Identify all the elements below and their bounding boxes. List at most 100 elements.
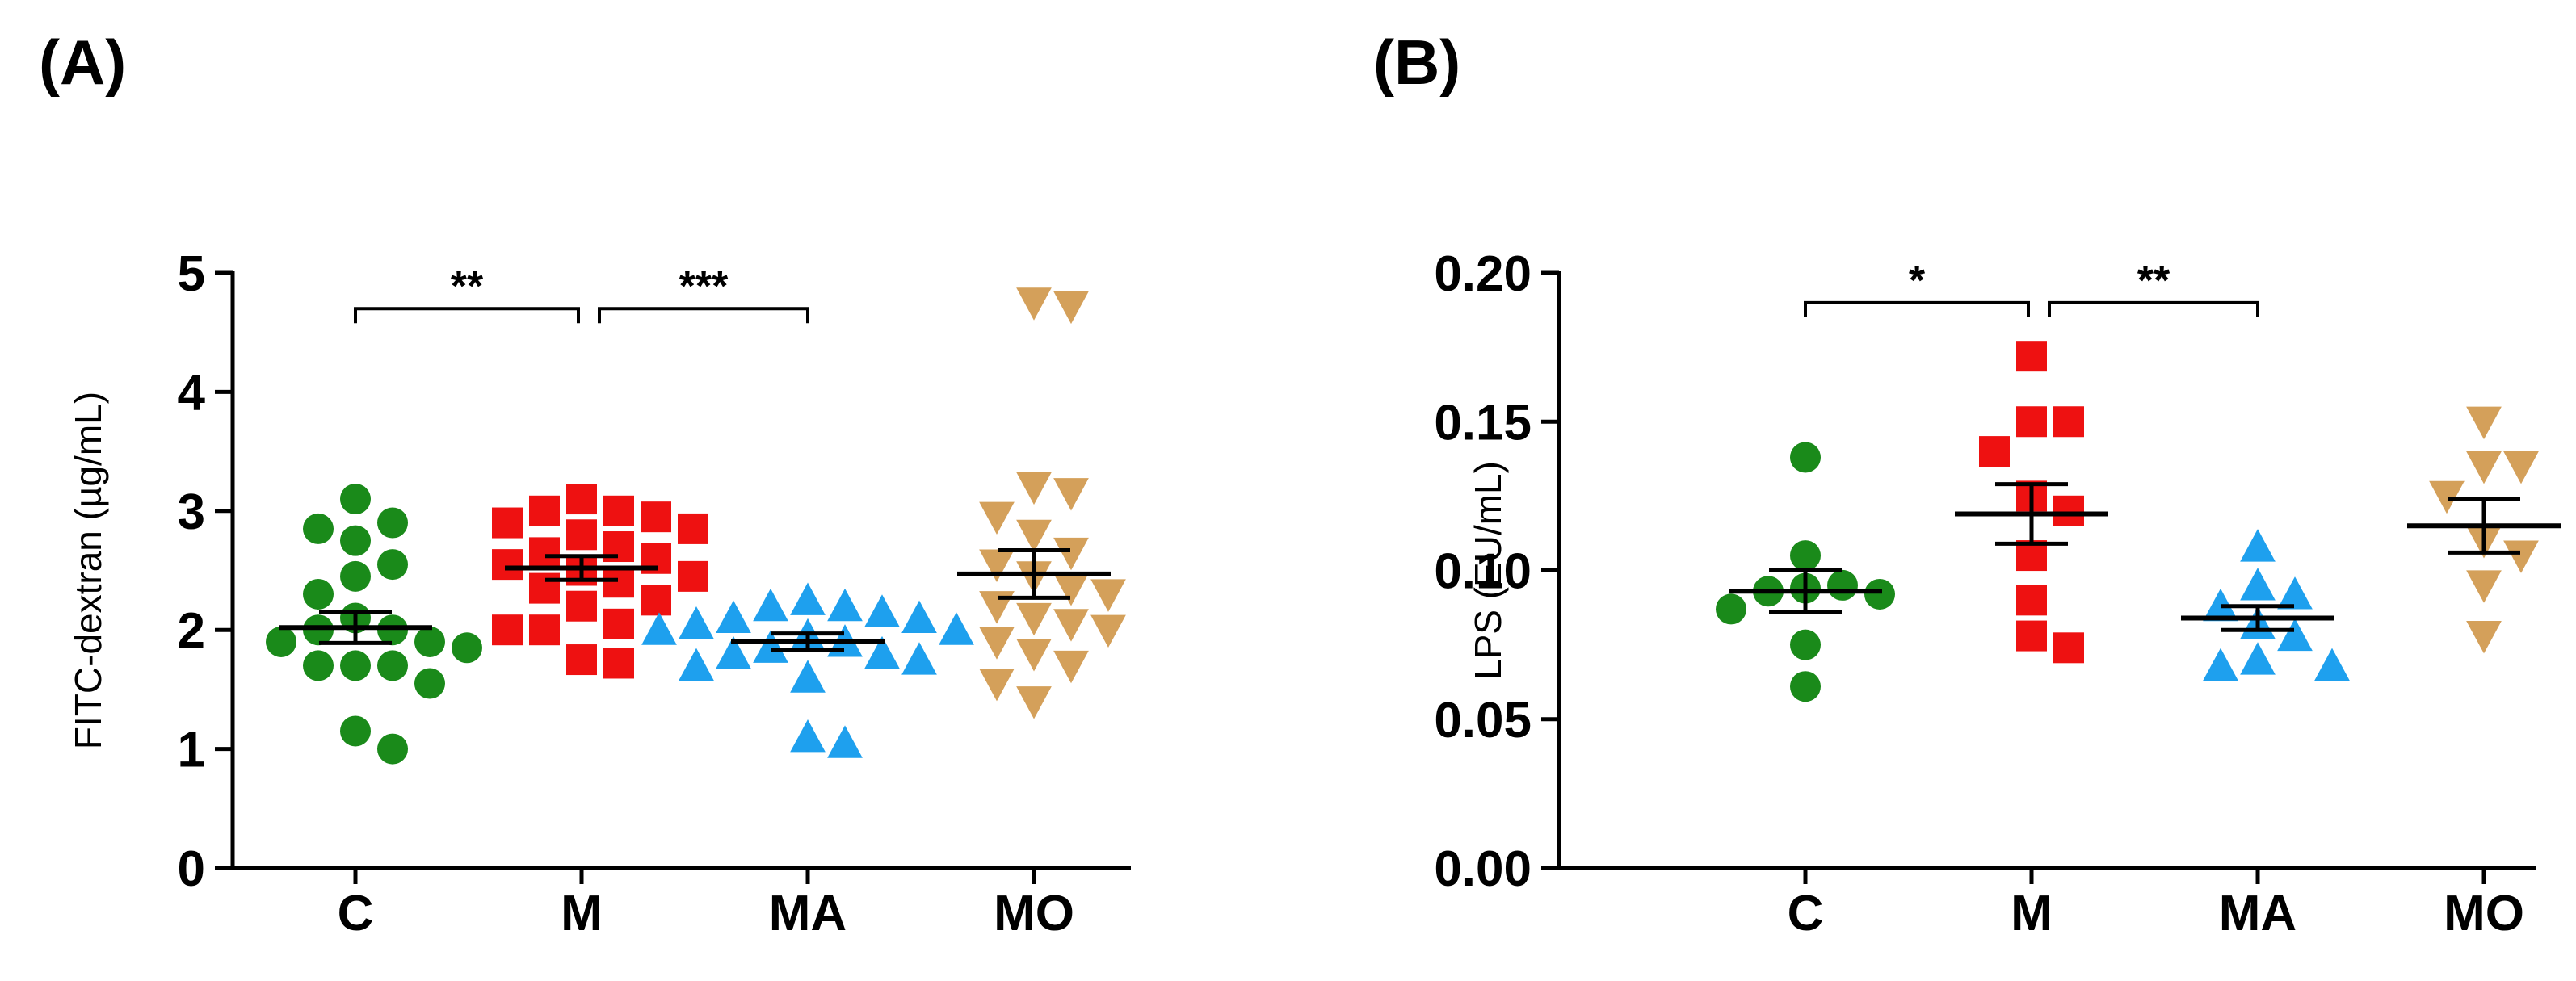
data-point <box>901 642 937 675</box>
data-point <box>1016 639 1052 672</box>
data-point <box>790 660 826 693</box>
y-tick-label: 5 <box>178 246 205 302</box>
data-point <box>1016 472 1052 505</box>
data-point <box>492 549 523 581</box>
data-point <box>2203 648 2238 681</box>
y-tick-label: 0.05 <box>1434 693 1532 748</box>
data-point <box>340 560 371 592</box>
data-point <box>753 588 788 622</box>
panel-label-b: (B) <box>1373 27 1461 98</box>
data-point <box>678 513 708 544</box>
data-point <box>266 626 296 657</box>
data-point <box>827 725 863 758</box>
x-category-label: M <box>561 886 603 941</box>
data-point <box>529 572 560 604</box>
y-tick-label: 2 <box>178 603 205 659</box>
significance-bracket <box>1804 300 2030 317</box>
y-tick-label: 0 <box>178 841 205 897</box>
data-point <box>566 644 597 676</box>
data-point <box>340 715 371 747</box>
x-category-label: MO <box>2444 886 2524 941</box>
x-category-label: M <box>2011 886 2053 941</box>
data-point <box>2016 620 2047 652</box>
data-point <box>303 513 334 544</box>
significance-label: ** <box>2137 258 2170 304</box>
data-point <box>979 549 1015 582</box>
data-point <box>452 632 482 664</box>
data-point <box>979 668 1015 702</box>
data-point <box>2053 406 2084 438</box>
data-point <box>603 495 634 526</box>
data-point <box>2240 568 2276 601</box>
data-point <box>1864 578 1895 610</box>
data-point <box>1016 519 1052 553</box>
data-point <box>492 614 523 646</box>
data-point <box>790 582 826 615</box>
x-category-label: MO <box>994 886 1074 941</box>
data-point <box>1979 436 2010 467</box>
data-point <box>1053 609 1089 642</box>
data-point <box>2053 632 2084 664</box>
data-point <box>529 537 560 568</box>
data-point <box>340 484 371 515</box>
data-point <box>2466 406 2502 440</box>
data-point <box>1053 573 1089 606</box>
data-point <box>2016 406 2047 438</box>
data-point <box>492 507 523 539</box>
y-tick-label: 0.15 <box>1434 395 1532 451</box>
data-point <box>716 635 751 669</box>
data-point <box>1016 287 1052 321</box>
data-point <box>377 733 408 765</box>
data-point <box>303 650 334 681</box>
data-point <box>678 560 708 592</box>
y-tick-label: 0.10 <box>1434 544 1532 600</box>
data-point <box>1016 602 1052 636</box>
data-point <box>1053 478 1089 511</box>
data-point <box>979 501 1015 535</box>
series-c <box>1716 442 1895 702</box>
data-point <box>1090 614 1126 648</box>
data-point <box>603 567 634 598</box>
data-point <box>641 612 677 645</box>
data-point <box>1790 540 1821 572</box>
data-point <box>340 650 371 681</box>
data-point <box>603 608 634 639</box>
data-point <box>679 606 714 639</box>
data-point <box>939 612 974 645</box>
data-point <box>1053 650 1089 684</box>
data-point <box>2277 618 2313 652</box>
series-c <box>266 484 482 765</box>
significance-bracket <box>2048 300 2259 317</box>
significance-label: *** <box>679 263 729 310</box>
data-point <box>603 648 634 679</box>
data-point <box>2277 576 2313 610</box>
data-point <box>2466 451 2502 484</box>
data-point <box>716 600 751 634</box>
data-point <box>901 600 937 634</box>
data-point <box>979 627 1015 660</box>
data-point <box>864 594 900 627</box>
significance-label: * <box>1909 258 1926 304</box>
y-tick-label: 1 <box>178 723 205 778</box>
data-point <box>414 626 445 657</box>
data-point <box>1053 291 1089 325</box>
data-point <box>864 635 900 669</box>
significance-bracket <box>354 307 580 324</box>
y-axis-title: LPS (EU/mL) <box>1467 461 1509 680</box>
data-point <box>303 578 334 610</box>
series-ma <box>641 582 974 758</box>
x-category-label: C <box>338 886 374 941</box>
data-point <box>2314 648 2350 681</box>
data-point <box>377 549 408 581</box>
data-point <box>377 507 408 539</box>
data-point <box>377 650 408 681</box>
data-point <box>2503 540 2539 573</box>
data-point <box>2053 495 2084 526</box>
y-tick-label: 0.00 <box>1434 841 1532 897</box>
data-point <box>2016 585 2047 616</box>
significance-bracket <box>598 307 809 324</box>
significance-label: ** <box>451 263 484 310</box>
data-point <box>2466 570 2502 603</box>
